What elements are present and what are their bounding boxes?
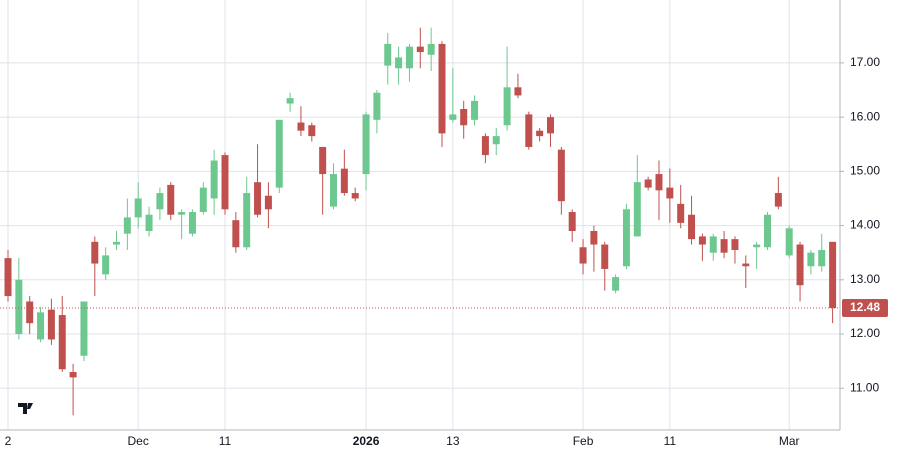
- candle-body: [644, 179, 652, 188]
- x-tick-label: 11: [219, 434, 232, 448]
- candle-body: [232, 220, 240, 248]
- candle-body: [47, 309, 55, 340]
- candle-body: [178, 212, 186, 215]
- candles: [4, 27, 837, 416]
- candle-body: [742, 263, 750, 267]
- candle-body: [492, 136, 500, 145]
- candle-body: [308, 125, 316, 137]
- y-tick-label: 14.00: [850, 218, 880, 232]
- candle-body: [829, 241, 837, 308]
- candle-body: [438, 43, 446, 134]
- candle-body: [243, 193, 251, 248]
- candle-body: [807, 252, 815, 267]
- y-tick-label: 11.00: [850, 380, 879, 394]
- y-tick-label: 13.00: [850, 272, 880, 286]
- candle-body: [362, 114, 370, 175]
- candle-body: [188, 212, 196, 234]
- candle-body: [655, 174, 663, 191]
- candle-body: [102, 255, 110, 275]
- x-tick-label: Dec: [128, 434, 149, 448]
- candle-body: [427, 43, 435, 55]
- candle-body: [91, 241, 99, 264]
- x-tick-label: 2026: [353, 434, 380, 448]
- candle-body: [395, 57, 403, 69]
- candle-body: [568, 212, 576, 231]
- grid: [0, 0, 840, 430]
- candle-body: [622, 209, 630, 267]
- logo: [18, 403, 33, 414]
- candle-body: [785, 228, 793, 256]
- candle-body: [818, 249, 826, 267]
- candle-body: [481, 136, 489, 156]
- candle-body: [796, 244, 804, 286]
- candle-body: [384, 43, 392, 66]
- last-price-label: 12.48: [850, 300, 880, 314]
- candle-body: [254, 182, 262, 215]
- candle-body: [547, 117, 554, 134]
- candle-body: [774, 193, 782, 207]
- candle-body: [557, 149, 565, 202]
- candle-body: [709, 236, 717, 253]
- x-tick-label: 2: [5, 434, 12, 448]
- candle-body: [210, 160, 218, 199]
- x-tick-label: Feb: [573, 434, 594, 448]
- x-tick-label: Mar: [779, 434, 800, 448]
- candle-body: [145, 214, 153, 231]
- candle-body: [753, 244, 761, 248]
- candle-body: [416, 46, 424, 53]
- candle-body: [460, 108, 468, 126]
- candle-body: [405, 46, 413, 69]
- candle-body: [666, 187, 674, 199]
- candle-body: [373, 92, 381, 120]
- candle-body: [340, 168, 348, 194]
- y-tick-label: 12.00: [850, 326, 880, 340]
- candle-body: [330, 174, 337, 207]
- candle-body: [351, 193, 359, 199]
- candle-body: [123, 217, 131, 234]
- candle-body: [275, 119, 283, 188]
- candle-body: [4, 258, 12, 297]
- candle-body: [579, 247, 587, 264]
- candle-body: [199, 187, 207, 213]
- candle-body: [69, 371, 77, 378]
- candle-body: [698, 236, 706, 245]
- candle-body: [221, 155, 229, 210]
- candle-body: [633, 182, 641, 237]
- candle-body: [286, 98, 294, 104]
- x-tick-label: 11: [664, 434, 677, 448]
- candle-body: [26, 301, 34, 324]
- candle-body: [590, 230, 598, 245]
- candle-body: [15, 279, 23, 335]
- candle-body: [525, 114, 533, 147]
- candle-body: [297, 122, 305, 131]
- y-tick-label: 16.00: [850, 109, 880, 123]
- candle-body: [514, 87, 522, 96]
- candle-body: [612, 277, 620, 291]
- candle-body: [37, 312, 45, 340]
- y-tick-label: 17.00: [850, 55, 880, 69]
- candle-body: [677, 203, 685, 223]
- candle-body: [264, 195, 272, 210]
- candle-body: [601, 244, 609, 269]
- candle-body: [113, 241, 120, 245]
- candle-body: [58, 315, 66, 370]
- last-price-box: [842, 298, 888, 317]
- candle-body: [471, 100, 479, 120]
- candle-body: [764, 214, 771, 248]
- candle-body: [503, 87, 511, 126]
- y-tick-label: 15.00: [850, 164, 880, 178]
- candle-body: [720, 239, 728, 253]
- candle-body: [80, 301, 88, 356]
- candle-body: [731, 239, 739, 250]
- candle-body: [319, 146, 327, 175]
- candle-body: [688, 214, 696, 240]
- candle-body: [134, 198, 142, 218]
- candle-body: [156, 193, 164, 210]
- candle-body: [449, 114, 457, 120]
- candle-body: [167, 184, 175, 215]
- candle-body: [536, 130, 544, 137]
- x-tick-label: 13: [446, 434, 460, 448]
